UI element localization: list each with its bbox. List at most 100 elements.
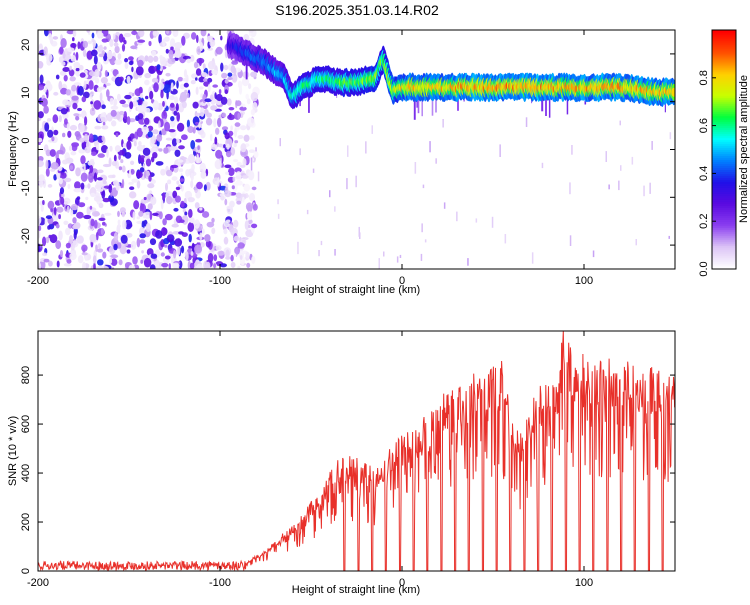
noise-blob [235, 171, 242, 182]
faint-streak [255, 147, 257, 152]
noise-blob [147, 131, 153, 138]
noise-blob [123, 40, 127, 45]
noise-blob [148, 40, 152, 47]
colorbar-step [712, 265, 736, 268]
noise-blob [94, 69, 100, 78]
noise-blob [151, 50, 157, 56]
noise-blob [77, 107, 82, 112]
noise-blob [165, 169, 173, 177]
colorbar-step [712, 101, 736, 105]
noise-blob [110, 105, 119, 110]
snr-series-line [38, 331, 675, 571]
colorbar-step [712, 145, 736, 149]
noise-blob [66, 205, 70, 213]
noise-blob [167, 57, 176, 65]
colorbar-step [712, 143, 736, 147]
noise-blob [185, 251, 189, 262]
colorbar-step [712, 31, 736, 35]
noise-blob [183, 69, 188, 78]
colorbar-step [712, 177, 736, 180]
colorbar-step [712, 227, 736, 230]
noise-blob [95, 244, 98, 252]
noise-blob [141, 126, 149, 133]
noise-blob [83, 80, 87, 90]
noise-blob [47, 225, 51, 230]
noise-blob [72, 37, 75, 42]
noise-blob [65, 227, 71, 236]
colorbar-step [712, 111, 736, 115]
noise-blob [152, 129, 159, 135]
noise-blob [130, 160, 135, 165]
noise-blob [96, 177, 103, 181]
noise-blob [38, 174, 45, 182]
noise-blob [207, 84, 211, 93]
noise-blob [85, 196, 89, 201]
spectrogram-y-tick-label: 0 [20, 137, 32, 143]
noise-blob [138, 210, 144, 217]
snr-y-tick-label: 600 [20, 415, 32, 433]
colorbar-step [712, 245, 736, 248]
noise-blob [89, 165, 94, 174]
noise-blob [176, 180, 180, 185]
noise-blob [196, 263, 203, 269]
noise-blob [101, 104, 106, 109]
noise-blob [171, 138, 178, 147]
noise-blob [137, 39, 146, 43]
noise-blob [176, 246, 181, 256]
noise-blob [101, 135, 105, 142]
noise-blob [93, 100, 102, 110]
noise-blob [60, 38, 67, 48]
noise-blob [132, 256, 138, 265]
noise-blob [225, 150, 232, 158]
noise-blob [203, 260, 208, 269]
noise-blob [250, 71, 258, 78]
noise-blob [72, 30, 77, 37]
colorbar-step [712, 99, 736, 103]
noise-blob [77, 255, 84, 264]
noise-blob [213, 263, 217, 269]
noise-blob [195, 112, 202, 117]
noise-blob [76, 235, 84, 244]
colorbar-step [712, 175, 736, 178]
colorbar-step [712, 59, 736, 63]
noise-blob [111, 174, 116, 179]
noise-blob [252, 203, 258, 211]
colorbar-step [712, 47, 736, 51]
noise-blob [187, 222, 195, 232]
noise-blob [117, 219, 121, 225]
noise-blob [153, 82, 159, 93]
faint-streak [618, 180, 620, 191]
faint-streak [250, 157, 253, 171]
colorbar-step [712, 197, 736, 200]
noise-blob [144, 79, 150, 86]
colorbar-step [712, 129, 736, 133]
faint-streak [668, 235, 670, 239]
noise-blob [181, 134, 188, 141]
noise-blob [160, 252, 165, 257]
noise-blob [242, 158, 247, 167]
noise-blob [234, 167, 242, 173]
noise-blob [245, 252, 250, 259]
noise-blob [247, 170, 255, 181]
noise-blob [136, 216, 140, 220]
noise-blob [163, 147, 169, 154]
noise-blob [145, 95, 149, 100]
faint-streak [499, 144, 501, 157]
noise-blob [101, 125, 109, 130]
noise-blob [59, 250, 64, 258]
noise-blob [230, 147, 236, 156]
colorbar-step [712, 105, 736, 109]
noise-blob [131, 30, 138, 35]
noise-blob [139, 92, 143, 99]
colorbar-step [712, 139, 736, 143]
noise-blob [78, 202, 86, 208]
noise-blob [190, 172, 194, 181]
noise-blob [67, 183, 71, 190]
noise-blob [91, 32, 95, 39]
noise-blob [96, 248, 104, 253]
colorbar-step [712, 219, 736, 222]
noise-blob [128, 264, 136, 269]
colorbar-step [712, 249, 736, 252]
noise-blob [138, 141, 142, 146]
snr-y-tick-label: 0 [20, 568, 32, 574]
